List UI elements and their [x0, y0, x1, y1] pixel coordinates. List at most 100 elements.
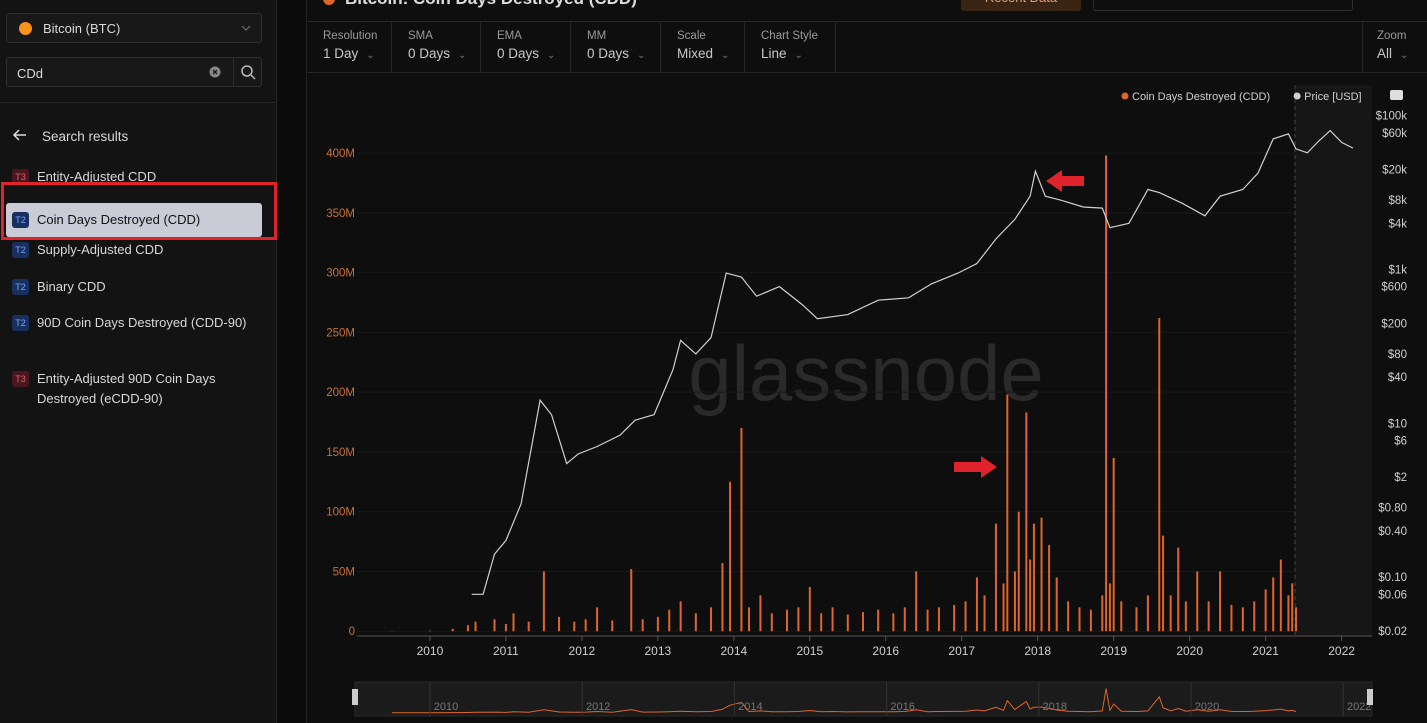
cdd-bar	[1253, 601, 1256, 632]
toolbar-group[interactable]: EMA 0 Days ⌄	[481, 22, 571, 72]
cdd-bar	[493, 619, 496, 632]
value-text: 1 Day	[323, 46, 359, 61]
item-name: Supply-Adjusted CDD	[37, 242, 164, 257]
toolbar-group[interactable]: Zoom All ⌄	[1362, 22, 1427, 72]
cdd-bar	[512, 613, 515, 632]
y2-tick-label: $0.80	[1378, 503, 1407, 515]
x-tick-label: 2014	[720, 644, 747, 658]
y-tick-label: 300M	[326, 268, 355, 280]
recent-data-button[interactable]: Recent Data	[961, 0, 1081, 11]
asset-select[interactable]: Bitcoin (BTC)	[6, 13, 262, 43]
cdd-bar	[1048, 545, 1051, 632]
date-range[interactable]	[1093, 0, 1353, 11]
group-value: Mixed ⌄	[677, 46, 744, 61]
cdd-bar	[584, 619, 587, 632]
group-label: EMA	[497, 30, 522, 42]
result-item[interactable]: T2 Binary CDD	[12, 277, 252, 297]
y-tick-label: 100M	[326, 507, 355, 519]
cdd-bar	[428, 630, 431, 632]
result-item[interactable]: T3 Entity-Adjusted 90D Coin Days Destroye…	[12, 369, 252, 409]
cdd-bar	[1219, 571, 1222, 632]
value-text: 0 Days	[408, 46, 451, 61]
tier-badge: T2	[12, 315, 29, 331]
result-item[interactable]: T2 Coin Days Destroyed (CDD)	[6, 203, 262, 237]
cdd-bar	[1017, 511, 1020, 632]
x-tick-label: 2021	[1252, 644, 1279, 658]
cdd-bar	[558, 616, 561, 632]
back-arrow[interactable]	[12, 128, 28, 142]
result-item[interactable]: T3 Entity-Adjusted CDD	[12, 167, 252, 187]
x-tick-label: 2019	[1100, 644, 1127, 658]
cdd-bar	[1264, 589, 1267, 632]
cdd-bar	[994, 523, 997, 632]
toolbar-group[interactable]: Scale Mixed ⌄	[661, 22, 745, 72]
y2-tick-label: $4k	[1388, 218, 1407, 230]
clear-icon[interactable]	[209, 66, 221, 78]
x-tick-label: 2020	[1176, 644, 1203, 658]
cdd-bar	[451, 628, 454, 632]
cdd-bar	[596, 607, 599, 632]
navigator-label: 2022	[1347, 701, 1371, 713]
item-name: Binary CDD	[37, 279, 106, 294]
cdd-bar	[1295, 607, 1298, 632]
toolbar-group[interactable]: Resolution 1 Day ⌄	[307, 22, 392, 72]
price-line	[471, 129, 1354, 595]
search-icon	[241, 65, 256, 80]
y2-tick-label: $8k	[1388, 195, 1407, 207]
cdd-bar	[877, 609, 880, 632]
cdd-bar	[1291, 583, 1294, 632]
x-tick-label: 2016	[872, 644, 899, 658]
x-tick-label: 2022	[1328, 644, 1355, 658]
y-tick-label: 200M	[326, 387, 355, 399]
cdd-bar	[656, 616, 659, 632]
y2-tick-label: $60k	[1382, 128, 1407, 140]
navigator-handle[interactable]	[1367, 689, 1373, 705]
cdd-bar	[527, 621, 530, 632]
cdd-bar	[573, 621, 576, 632]
cdd-bar	[915, 571, 918, 632]
cdd-bar	[1158, 318, 1161, 632]
cdd-bar	[1135, 607, 1138, 632]
y2-tick-label: $1k	[1388, 265, 1407, 277]
annotation-arrow	[1046, 170, 1084, 192]
cdd-bar	[1089, 609, 1092, 632]
toolbar-group[interactable]: Chart Style Line ⌄	[745, 22, 836, 72]
group-label: Resolution	[323, 30, 378, 42]
cdd-bar	[1287, 595, 1290, 632]
cdd-bar	[797, 607, 800, 632]
group-label: SMA	[408, 30, 433, 42]
result-item[interactable]: T2 Supply-Adjusted CDD	[12, 240, 252, 260]
group-value: 0 Days ⌄	[408, 46, 480, 61]
value-text: Mixed	[677, 46, 714, 61]
tier-badge: T2	[12, 212, 29, 228]
result-item[interactable]: T2 90D Coin Days Destroyed (CDD-90)	[12, 313, 252, 333]
y2-tick-label: $0.02	[1378, 626, 1407, 638]
y-tick-label: 0	[349, 626, 355, 638]
cdd-bar	[641, 619, 644, 632]
navigator-line	[391, 688, 1297, 714]
cdd-bar	[1040, 517, 1043, 632]
value-text: All	[1377, 46, 1393, 61]
navigator-label: 2010	[434, 701, 458, 713]
item-name: 90D Coin Days Destroyed (CDD-90)	[37, 315, 247, 330]
cdd-bar	[1196, 571, 1199, 632]
tier-badge: T3	[12, 371, 29, 387]
y-tick-label: 350M	[326, 208, 355, 220]
asset-label: Bitcoin (BTC)	[43, 21, 121, 36]
y2-tick-label: $20k	[1382, 164, 1407, 176]
navigator-handle[interactable]	[352, 689, 358, 705]
group-value: 1 Day ⌄	[323, 46, 391, 61]
search-button[interactable]	[233, 58, 261, 86]
cdd-bar	[1006, 394, 1009, 632]
cdd-bar	[504, 624, 507, 632]
toolbar-group[interactable]: SMA 0 Days ⌄	[392, 22, 481, 72]
y2-tick-label: $40	[1388, 372, 1407, 384]
toolbar-group[interactable]: MM 0 Days ⌄	[571, 22, 661, 72]
cdd-bar	[820, 613, 823, 632]
cdd-bar	[630, 569, 633, 632]
group-value: All ⌄	[1377, 46, 1427, 61]
group-label: Zoom	[1377, 30, 1407, 42]
search-box[interactable]: CDd	[6, 57, 262, 87]
